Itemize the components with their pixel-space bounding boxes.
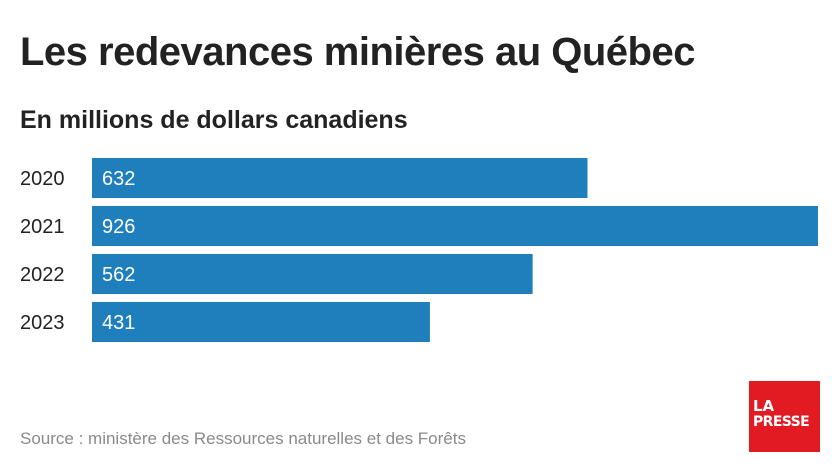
category-label-2023: 2023 (20, 312, 65, 334)
chart-subtitle: En millions de dollars canadiens (20, 106, 408, 134)
category-label-2022: 2022 (20, 264, 65, 286)
bar-2022 (92, 254, 533, 294)
logo-text-presse: PRESSE (753, 414, 810, 430)
logo-text-la: LA (753, 397, 775, 415)
value-label-2022: 562 (102, 264, 135, 286)
bar-chart: 2020 632 2021 926 2022 562 2023 431 (20, 158, 818, 342)
value-label-2021: 926 (102, 216, 135, 238)
bar-2023 (92, 302, 430, 342)
bar-2020 (92, 158, 588, 198)
source-note: Source : ministère des Ressources nature… (20, 429, 466, 448)
chart-title: Les redevances minières au Québec (20, 30, 695, 74)
value-label-2023: 431 (102, 312, 135, 334)
la-presse-logo[interactable]: LA PRESSE (749, 381, 820, 452)
category-label-2021: 2021 (20, 216, 65, 238)
value-label-2020: 632 (102, 168, 135, 190)
bar-2021 (92, 206, 818, 246)
category-label-2020: 2020 (20, 168, 65, 190)
